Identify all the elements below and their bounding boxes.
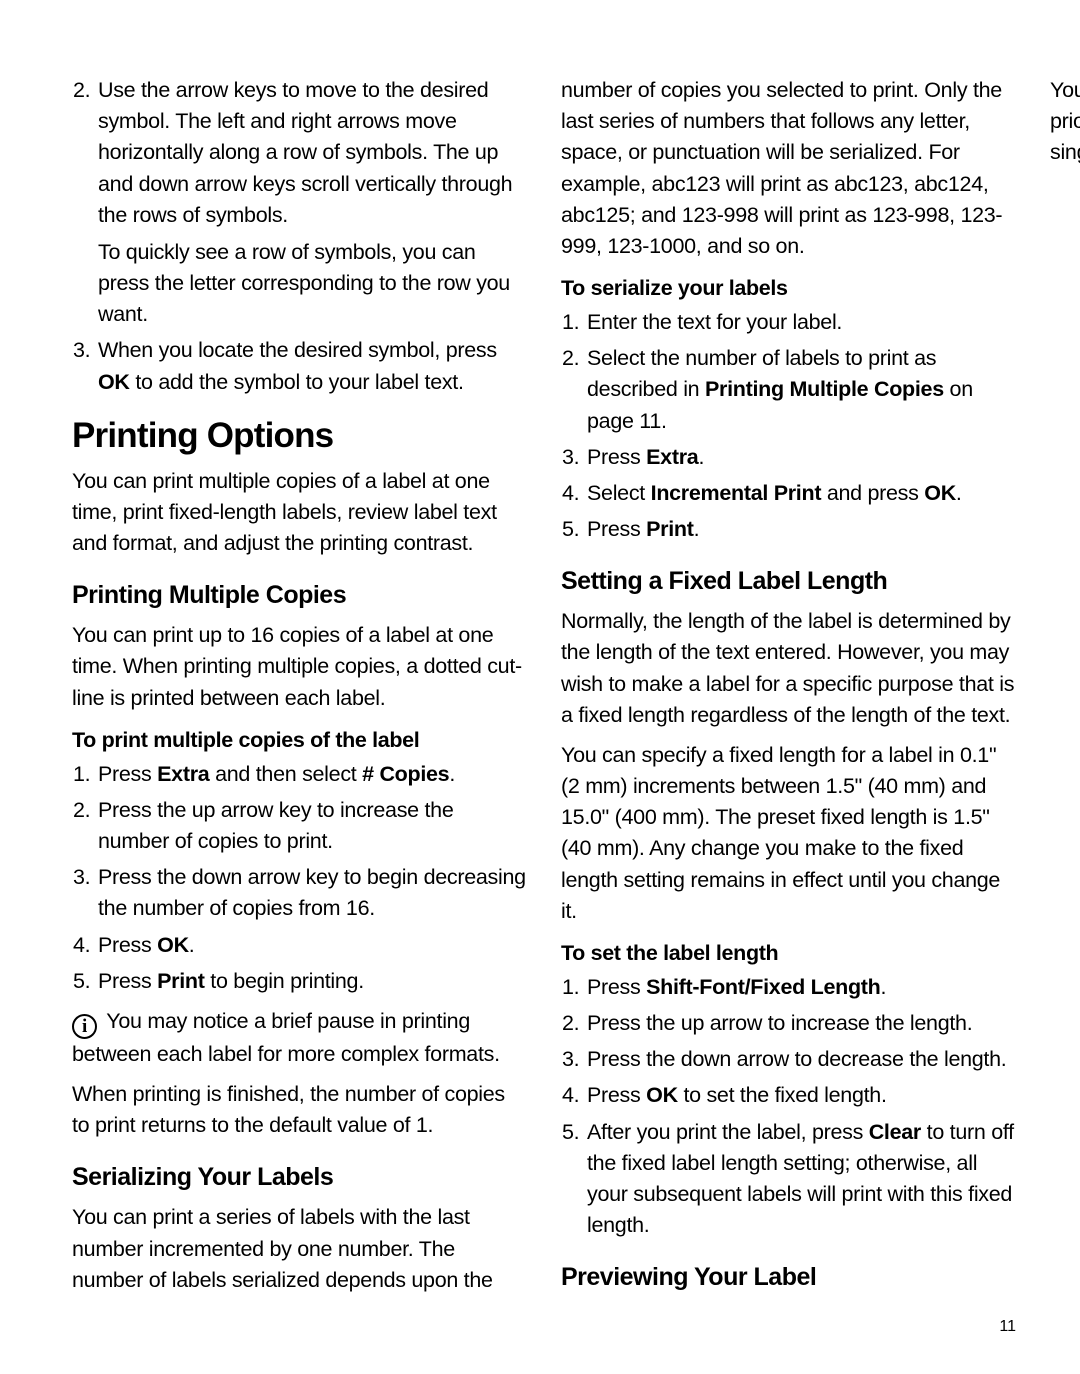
multiple-copies-steps: Press Extra and then select # Copies. Pr… bbox=[72, 759, 527, 997]
list-item: After you print the label, press Clear t… bbox=[585, 1117, 1016, 1242]
paragraph: You can print up to 16 copies of a label… bbox=[72, 620, 527, 714]
key-ok: OK bbox=[924, 481, 956, 505]
paragraph: You can print multiple copies of a label… bbox=[72, 466, 527, 560]
list-item: Press OK. bbox=[96, 930, 527, 961]
ref-multiple-copies: Printing Multiple Copies bbox=[705, 377, 944, 401]
list-item: Press Print to begin printing. bbox=[96, 966, 527, 997]
list-item: Select the number of labels to print as … bbox=[585, 343, 1016, 437]
paragraph: When printing is finished, the number of… bbox=[72, 1079, 527, 1141]
key-print: Print bbox=[157, 969, 204, 993]
note-text: You may notice a brief pause in printing… bbox=[72, 1009, 500, 1066]
key-clear: Clear bbox=[869, 1120, 921, 1144]
list-item: Press OK to set the fixed length. bbox=[585, 1080, 1016, 1111]
proc-heading: To serialize your labels bbox=[561, 276, 1016, 301]
step-text-extra: To quickly see a row of symbols, you can… bbox=[98, 237, 527, 331]
symbol-nav-steps: Use the arrow keys to move to the desire… bbox=[72, 75, 527, 398]
list-item: Press the up arrow key to increase the n… bbox=[96, 795, 527, 857]
list-item: Select Incremental Print and press OK. bbox=[585, 478, 1016, 509]
step-text: to add the symbol to your label text. bbox=[130, 370, 464, 394]
list-item: Use the arrow keys to move to the desire… bbox=[96, 75, 527, 330]
key-print: Print bbox=[646, 517, 693, 541]
info-icon: i bbox=[72, 1014, 97, 1039]
heading-fixed-length: Setting a Fixed Label Length bbox=[561, 567, 1016, 596]
list-item: Enter the text for your label. bbox=[585, 307, 1016, 338]
serializing-steps: Enter the text for your label. Select th… bbox=[561, 307, 1016, 545]
proc-heading: To set the label length bbox=[561, 941, 1016, 966]
step-text: Use the arrow keys to move to the desire… bbox=[98, 78, 512, 227]
info-note: i You may notice a brief pause in printi… bbox=[72, 1006, 527, 1070]
page: Use the arrow keys to move to the desire… bbox=[0, 0, 1080, 1374]
heading-previewing: Previewing Your Label bbox=[561, 1263, 1016, 1292]
proc-heading: To print multiple copies of the label bbox=[72, 728, 527, 753]
key-num-copies: # Copies bbox=[362, 762, 449, 786]
key-extra: Extra bbox=[157, 762, 209, 786]
paragraph: You can specify a fixed length for a lab… bbox=[561, 740, 1016, 927]
list-item: Press Extra and then select # Copies. bbox=[96, 759, 527, 790]
step-text: When you locate the desired symbol, pres… bbox=[98, 338, 497, 362]
page-number: 11 bbox=[999, 1318, 1016, 1336]
key-ok: OK bbox=[646, 1083, 678, 1107]
heading-serializing: Serializing Your Labels bbox=[72, 1163, 527, 1192]
two-column-body: Use the arrow keys to move to the desire… bbox=[72, 75, 1016, 1305]
key-incremental-print: Incremental Print bbox=[651, 481, 822, 505]
list-item: When you locate the desired symbol, pres… bbox=[96, 335, 527, 397]
heading-printing-options: Printing Options bbox=[72, 416, 527, 456]
list-item: Press Print. bbox=[585, 514, 1016, 545]
fixed-length-steps: Press Shift-Font/Fixed Length. Press the… bbox=[561, 972, 1016, 1241]
key-shift-font-fixed-length: Shift-Font/Fixed Length bbox=[646, 975, 880, 999]
list-item: Press Shift-Font/Fixed Length. bbox=[585, 972, 1016, 1003]
key-ok: OK bbox=[157, 933, 189, 957]
paragraph: You can preview the text or format of yo… bbox=[1050, 75, 1080, 169]
key-ok: OK bbox=[98, 370, 130, 394]
list-item: Press the down arrow key to begin decrea… bbox=[96, 862, 527, 924]
list-item: Press the up arrow to increase the lengt… bbox=[585, 1008, 1016, 1039]
key-extra: Extra bbox=[646, 445, 698, 469]
list-item: Press the down arrow to decrease the len… bbox=[585, 1044, 1016, 1075]
paragraph: Normally, the length of the label is det… bbox=[561, 606, 1016, 731]
heading-multiple-copies: Printing Multiple Copies bbox=[72, 581, 527, 610]
list-item: Press Extra. bbox=[585, 442, 1016, 473]
